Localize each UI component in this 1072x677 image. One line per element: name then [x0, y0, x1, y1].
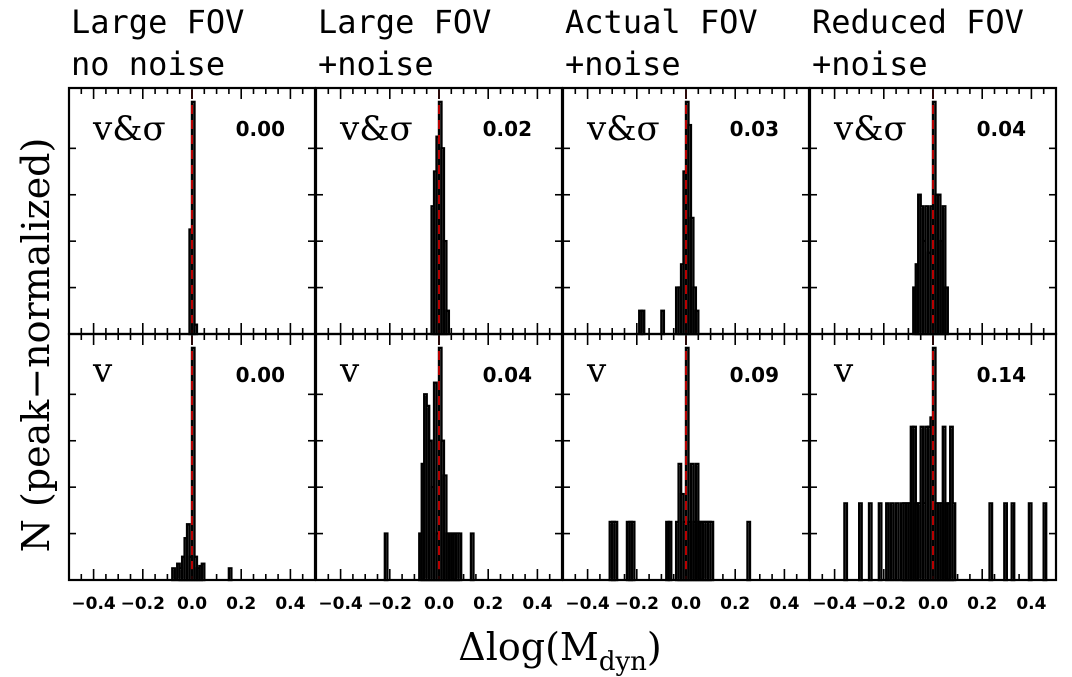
histogram-bar — [894, 502, 900, 582]
panel-stat: 0.14 — [977, 363, 1026, 387]
histogram-bar — [877, 502, 883, 582]
x-tick-label: −0.4 — [565, 594, 610, 614]
histogram-bar — [457, 532, 463, 582]
histogram-bar — [843, 502, 849, 582]
histogram-bar — [383, 532, 389, 582]
x-tick-label: −0.2 — [615, 594, 659, 614]
histogram-bar — [885, 502, 890, 582]
column-title-4-line-1: Reduced FOV — [812, 3, 1024, 41]
column-title-3-line-2: +noise — [565, 45, 681, 83]
column-titles: Large FOV no noise Large FOV +noise Actual F… — [71, 3, 1024, 83]
histogram-bar — [445, 309, 451, 336]
x-tick-label: 0.0 — [671, 594, 701, 614]
histogram-bar — [171, 567, 176, 582]
x-tick-label: 0.2 — [967, 594, 997, 614]
panel-label: v — [833, 351, 854, 391]
panel-stat: 0.00 — [236, 363, 285, 387]
x-tick-labels: −0.4 −0.2 0.0 0.2 0.4 −0.4 −0.2 0.0 0.2 0.4 −0.4 −0… — [71, 594, 1046, 614]
x-tick-label: 0.2 — [226, 594, 256, 614]
histogram-bar — [858, 502, 863, 582]
x-tick-label: 0.4 — [1016, 594, 1046, 614]
histogram-bar — [469, 532, 475, 582]
panel-stat: 0.00 — [236, 117, 285, 141]
histogram-bar — [746, 520, 752, 582]
x-tick-label: −0.4 — [71, 594, 116, 614]
column-title-3-line-1: Actual FOV — [565, 3, 758, 41]
x-tick-label: 0.0 — [177, 594, 207, 614]
panel-vsigma-3: v&σ 0.03 — [561, 86, 811, 336]
x-tick-label: −0.2 — [121, 594, 165, 614]
x-tick-label: 0.4 — [275, 594, 305, 614]
x-tick-label: 0.2 — [720, 594, 750, 614]
x-tick-label: −0.2 — [862, 594, 906, 614]
x-tick-label: 0.4 — [769, 594, 799, 614]
histogram-bar — [613, 520, 619, 582]
column-title-2-line-2: +noise — [318, 45, 434, 83]
panel-stat: 0.02 — [483, 117, 532, 141]
histogram-bar — [944, 286, 949, 336]
x-tick-label: 0.0 — [424, 594, 454, 614]
histogram-bar — [951, 502, 957, 582]
histogram-bar — [630, 520, 636, 582]
histogram-bar — [667, 520, 673, 582]
panel-label: v&σ — [586, 109, 660, 149]
histogram-bar — [889, 502, 895, 582]
column-title-1-line-1: Large FOV — [71, 3, 244, 41]
panel-label: v&σ — [92, 109, 166, 149]
panel-v-3: v 0.09 — [561, 332, 811, 582]
histogram-bar — [1027, 502, 1033, 582]
panel-vsigma-4: v&σ 0.04 — [808, 86, 1058, 336]
histogram-bar — [640, 309, 646, 336]
y-axis-label: N (peak−normalized) — [14, 138, 58, 553]
x-axis-label: Δlog(Mdyn) — [458, 625, 661, 677]
panel-vsigma-1: v&σ 0.00 — [67, 86, 317, 336]
panel-stat: 0.09 — [730, 363, 779, 387]
x-tick-label: −0.2 — [368, 594, 412, 614]
x-tick-label: −0.4 — [812, 594, 857, 614]
panel-v-4: v 0.14 — [808, 332, 1058, 582]
x-tick-label: 0.2 — [473, 594, 503, 614]
histogram-bar — [988, 502, 994, 582]
panel-label: v — [339, 351, 360, 391]
panel-label: v&σ — [339, 109, 413, 149]
panel-v-1: v 0.00 — [67, 332, 317, 582]
x-axis-label-subscript: dyn — [599, 647, 647, 677]
x-axis-label-main: Δlog(M — [458, 625, 599, 669]
histogram-bar — [1042, 502, 1048, 582]
panel-vsigma-2: v&σ 0.02 — [314, 86, 564, 336]
histogram-bar — [193, 323, 199, 336]
panel-stat: 0.04 — [977, 117, 1026, 141]
panel-label: v&σ — [833, 109, 907, 149]
x-axis-label-close: ) — [647, 625, 662, 669]
column-title-1-line-2: no noise — [71, 45, 225, 83]
histogram-bar — [867, 502, 873, 582]
column-title-4-line-2: +noise — [812, 45, 928, 83]
panel-v-2: v 0.04 — [314, 332, 564, 582]
histogram-bar — [709, 520, 715, 582]
x-tick-label: 0.0 — [918, 594, 948, 614]
panel-stat: 0.03 — [730, 117, 779, 141]
panel-stat: 0.04 — [483, 363, 532, 387]
panel-label: v — [92, 351, 113, 391]
histogram-bar — [1010, 502, 1016, 582]
column-title-2-line-1: Large FOV — [318, 3, 491, 41]
x-tick-label: −0.4 — [318, 594, 363, 614]
x-tick-label: 0.4 — [522, 594, 552, 614]
panel-label: v — [586, 351, 607, 391]
histogram-bar — [1003, 502, 1009, 582]
histogram-panels: v&σ 0.00 v&σ 0.02 v&σ 0.03 v&σ 0.04 v 0.00 v 0.04 v 0… — [67, 86, 1058, 582]
